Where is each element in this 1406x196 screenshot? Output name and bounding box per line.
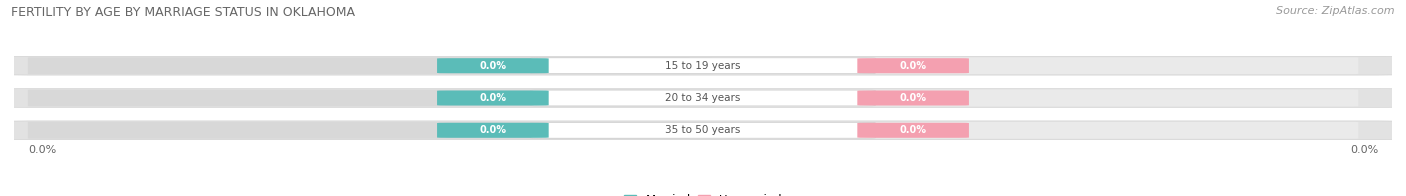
Text: 20 to 34 years: 20 to 34 years: [665, 93, 741, 103]
FancyBboxPatch shape: [28, 122, 690, 139]
FancyBboxPatch shape: [7, 56, 1399, 75]
Text: 0.0%: 0.0%: [479, 61, 506, 71]
Text: 0.0%: 0.0%: [479, 93, 506, 103]
FancyBboxPatch shape: [28, 90, 690, 106]
FancyBboxPatch shape: [531, 58, 875, 74]
FancyBboxPatch shape: [710, 122, 1358, 139]
FancyBboxPatch shape: [437, 123, 548, 138]
FancyBboxPatch shape: [531, 90, 875, 106]
FancyBboxPatch shape: [7, 121, 1399, 140]
Text: 0.0%: 0.0%: [900, 61, 927, 71]
Legend: Married, Unmarried: Married, Unmarried: [624, 194, 782, 196]
Text: FERTILITY BY AGE BY MARRIAGE STATUS IN OKLAHOMA: FERTILITY BY AGE BY MARRIAGE STATUS IN O…: [11, 6, 356, 19]
FancyBboxPatch shape: [28, 57, 690, 74]
FancyBboxPatch shape: [710, 90, 1358, 106]
Text: 0.0%: 0.0%: [900, 125, 927, 135]
Text: 0.0%: 0.0%: [479, 125, 506, 135]
FancyBboxPatch shape: [531, 122, 875, 138]
FancyBboxPatch shape: [858, 58, 969, 73]
Text: 0.0%: 0.0%: [900, 93, 927, 103]
FancyBboxPatch shape: [437, 58, 548, 73]
FancyBboxPatch shape: [858, 123, 969, 138]
Text: 15 to 19 years: 15 to 19 years: [665, 61, 741, 71]
FancyBboxPatch shape: [858, 91, 969, 105]
Text: Source: ZipAtlas.com: Source: ZipAtlas.com: [1277, 6, 1395, 16]
FancyBboxPatch shape: [7, 89, 1399, 107]
Text: 0.0%: 0.0%: [1350, 145, 1378, 155]
Text: 0.0%: 0.0%: [28, 145, 56, 155]
FancyBboxPatch shape: [437, 91, 548, 105]
FancyBboxPatch shape: [710, 57, 1358, 74]
Text: 35 to 50 years: 35 to 50 years: [665, 125, 741, 135]
